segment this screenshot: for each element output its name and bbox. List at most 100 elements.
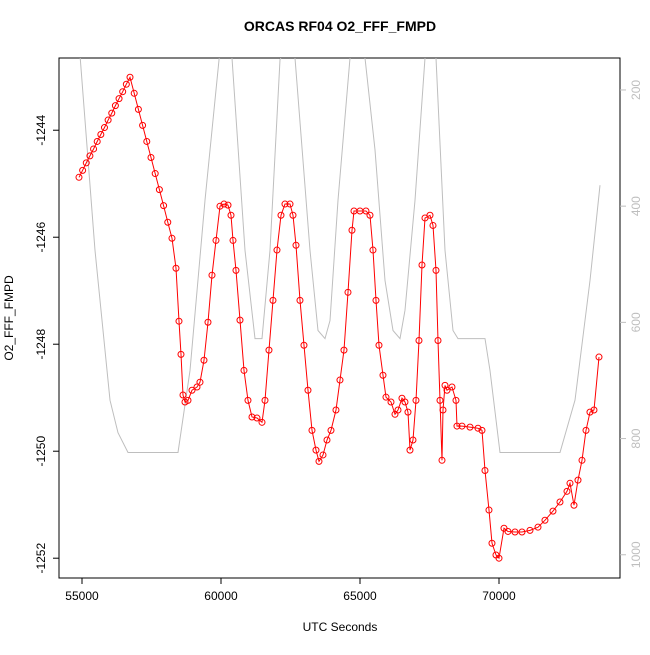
data-point	[224, 201, 232, 209]
data-point	[139, 121, 147, 129]
chart-title: ORCAS RF04 O2_FFF_FMPD	[244, 18, 436, 34]
data-point	[556, 498, 564, 506]
data-point	[458, 422, 466, 430]
plot-area	[75, 58, 603, 562]
data-point	[315, 457, 323, 465]
data-point	[340, 346, 348, 354]
data-point	[130, 89, 138, 97]
data-point	[204, 318, 212, 326]
data-point	[292, 241, 300, 249]
data-point	[227, 211, 235, 219]
data-point	[344, 288, 352, 296]
data-point	[281, 200, 289, 208]
data-point	[495, 554, 503, 562]
y-tick-label: -1248	[34, 329, 48, 360]
data-point	[590, 406, 598, 414]
data-point	[304, 386, 312, 394]
data-point	[534, 523, 542, 531]
x-axis-label: UTC Seconds	[303, 620, 378, 634]
data-point	[409, 436, 417, 444]
data-point	[566, 479, 574, 487]
data-point	[518, 528, 526, 536]
data-point	[177, 350, 185, 358]
data-point	[453, 422, 461, 430]
y2-tick-label: 400	[629, 196, 643, 216]
data-point	[296, 296, 304, 304]
data-point	[289, 211, 297, 219]
data-point	[379, 371, 387, 379]
x-tick-label: 60000	[204, 589, 238, 603]
data-point	[426, 211, 434, 219]
y2-tick-label: 200	[629, 80, 643, 100]
data-point	[348, 226, 356, 234]
data-point	[244, 396, 252, 404]
y-axis-label: O2_FFF_FMPD	[2, 275, 16, 361]
data-point	[312, 446, 320, 454]
data-point	[582, 426, 590, 434]
y2-tick-label: 1000	[629, 541, 643, 568]
data-point	[220, 200, 228, 208]
data-point	[332, 406, 340, 414]
data-point	[382, 393, 390, 401]
data-point	[327, 426, 335, 434]
data-point	[104, 116, 112, 124]
data-point	[404, 408, 412, 416]
y2-tick-label: 800	[629, 428, 643, 448]
data-point	[443, 386, 451, 394]
data-point	[336, 376, 344, 384]
data-point	[438, 456, 446, 464]
data-point	[434, 336, 442, 344]
data-point	[549, 507, 557, 515]
data-point	[369, 246, 377, 254]
data-point	[578, 456, 586, 464]
data-point	[151, 170, 159, 178]
data-point	[406, 446, 414, 454]
data-point	[216, 202, 224, 210]
data-point	[212, 236, 220, 244]
data-point	[97, 131, 105, 139]
data-point	[75, 173, 83, 181]
data-point	[466, 423, 474, 431]
data-point	[147, 154, 155, 162]
data-point	[232, 266, 240, 274]
data-point	[478, 426, 486, 434]
data-point	[439, 406, 447, 414]
data-point	[541, 516, 549, 524]
x-tick-label: 70000	[482, 589, 516, 603]
data-point	[574, 476, 582, 484]
data-point	[82, 159, 90, 167]
data-point	[253, 414, 261, 422]
data-point	[563, 487, 571, 495]
data-point	[108, 109, 116, 117]
data-point	[115, 95, 123, 103]
data-point	[258, 418, 266, 426]
data-point	[172, 264, 180, 272]
data-point	[196, 378, 204, 386]
y2-tick-label: 600	[629, 312, 643, 332]
data-point	[366, 211, 374, 219]
data-point	[164, 218, 172, 226]
data-point	[452, 396, 460, 404]
data-point	[308, 426, 316, 434]
data-point	[160, 202, 168, 210]
data-point	[90, 145, 98, 153]
data-point	[273, 246, 281, 254]
data-point	[111, 102, 119, 110]
data-point	[155, 186, 163, 194]
data-point	[229, 236, 237, 244]
data-point	[401, 398, 409, 406]
data-point	[448, 383, 456, 391]
y-tick-label: -1244	[34, 115, 48, 146]
data-point	[362, 207, 370, 215]
data-point	[93, 137, 101, 145]
data-point	[86, 152, 94, 160]
data-point	[415, 336, 423, 344]
data-point	[474, 424, 482, 432]
data-point	[240, 366, 248, 374]
data-point	[134, 105, 142, 113]
data-point	[387, 398, 395, 406]
data-point	[485, 506, 493, 514]
y-tick-label: -1246	[34, 222, 48, 253]
data-point	[265, 346, 273, 354]
